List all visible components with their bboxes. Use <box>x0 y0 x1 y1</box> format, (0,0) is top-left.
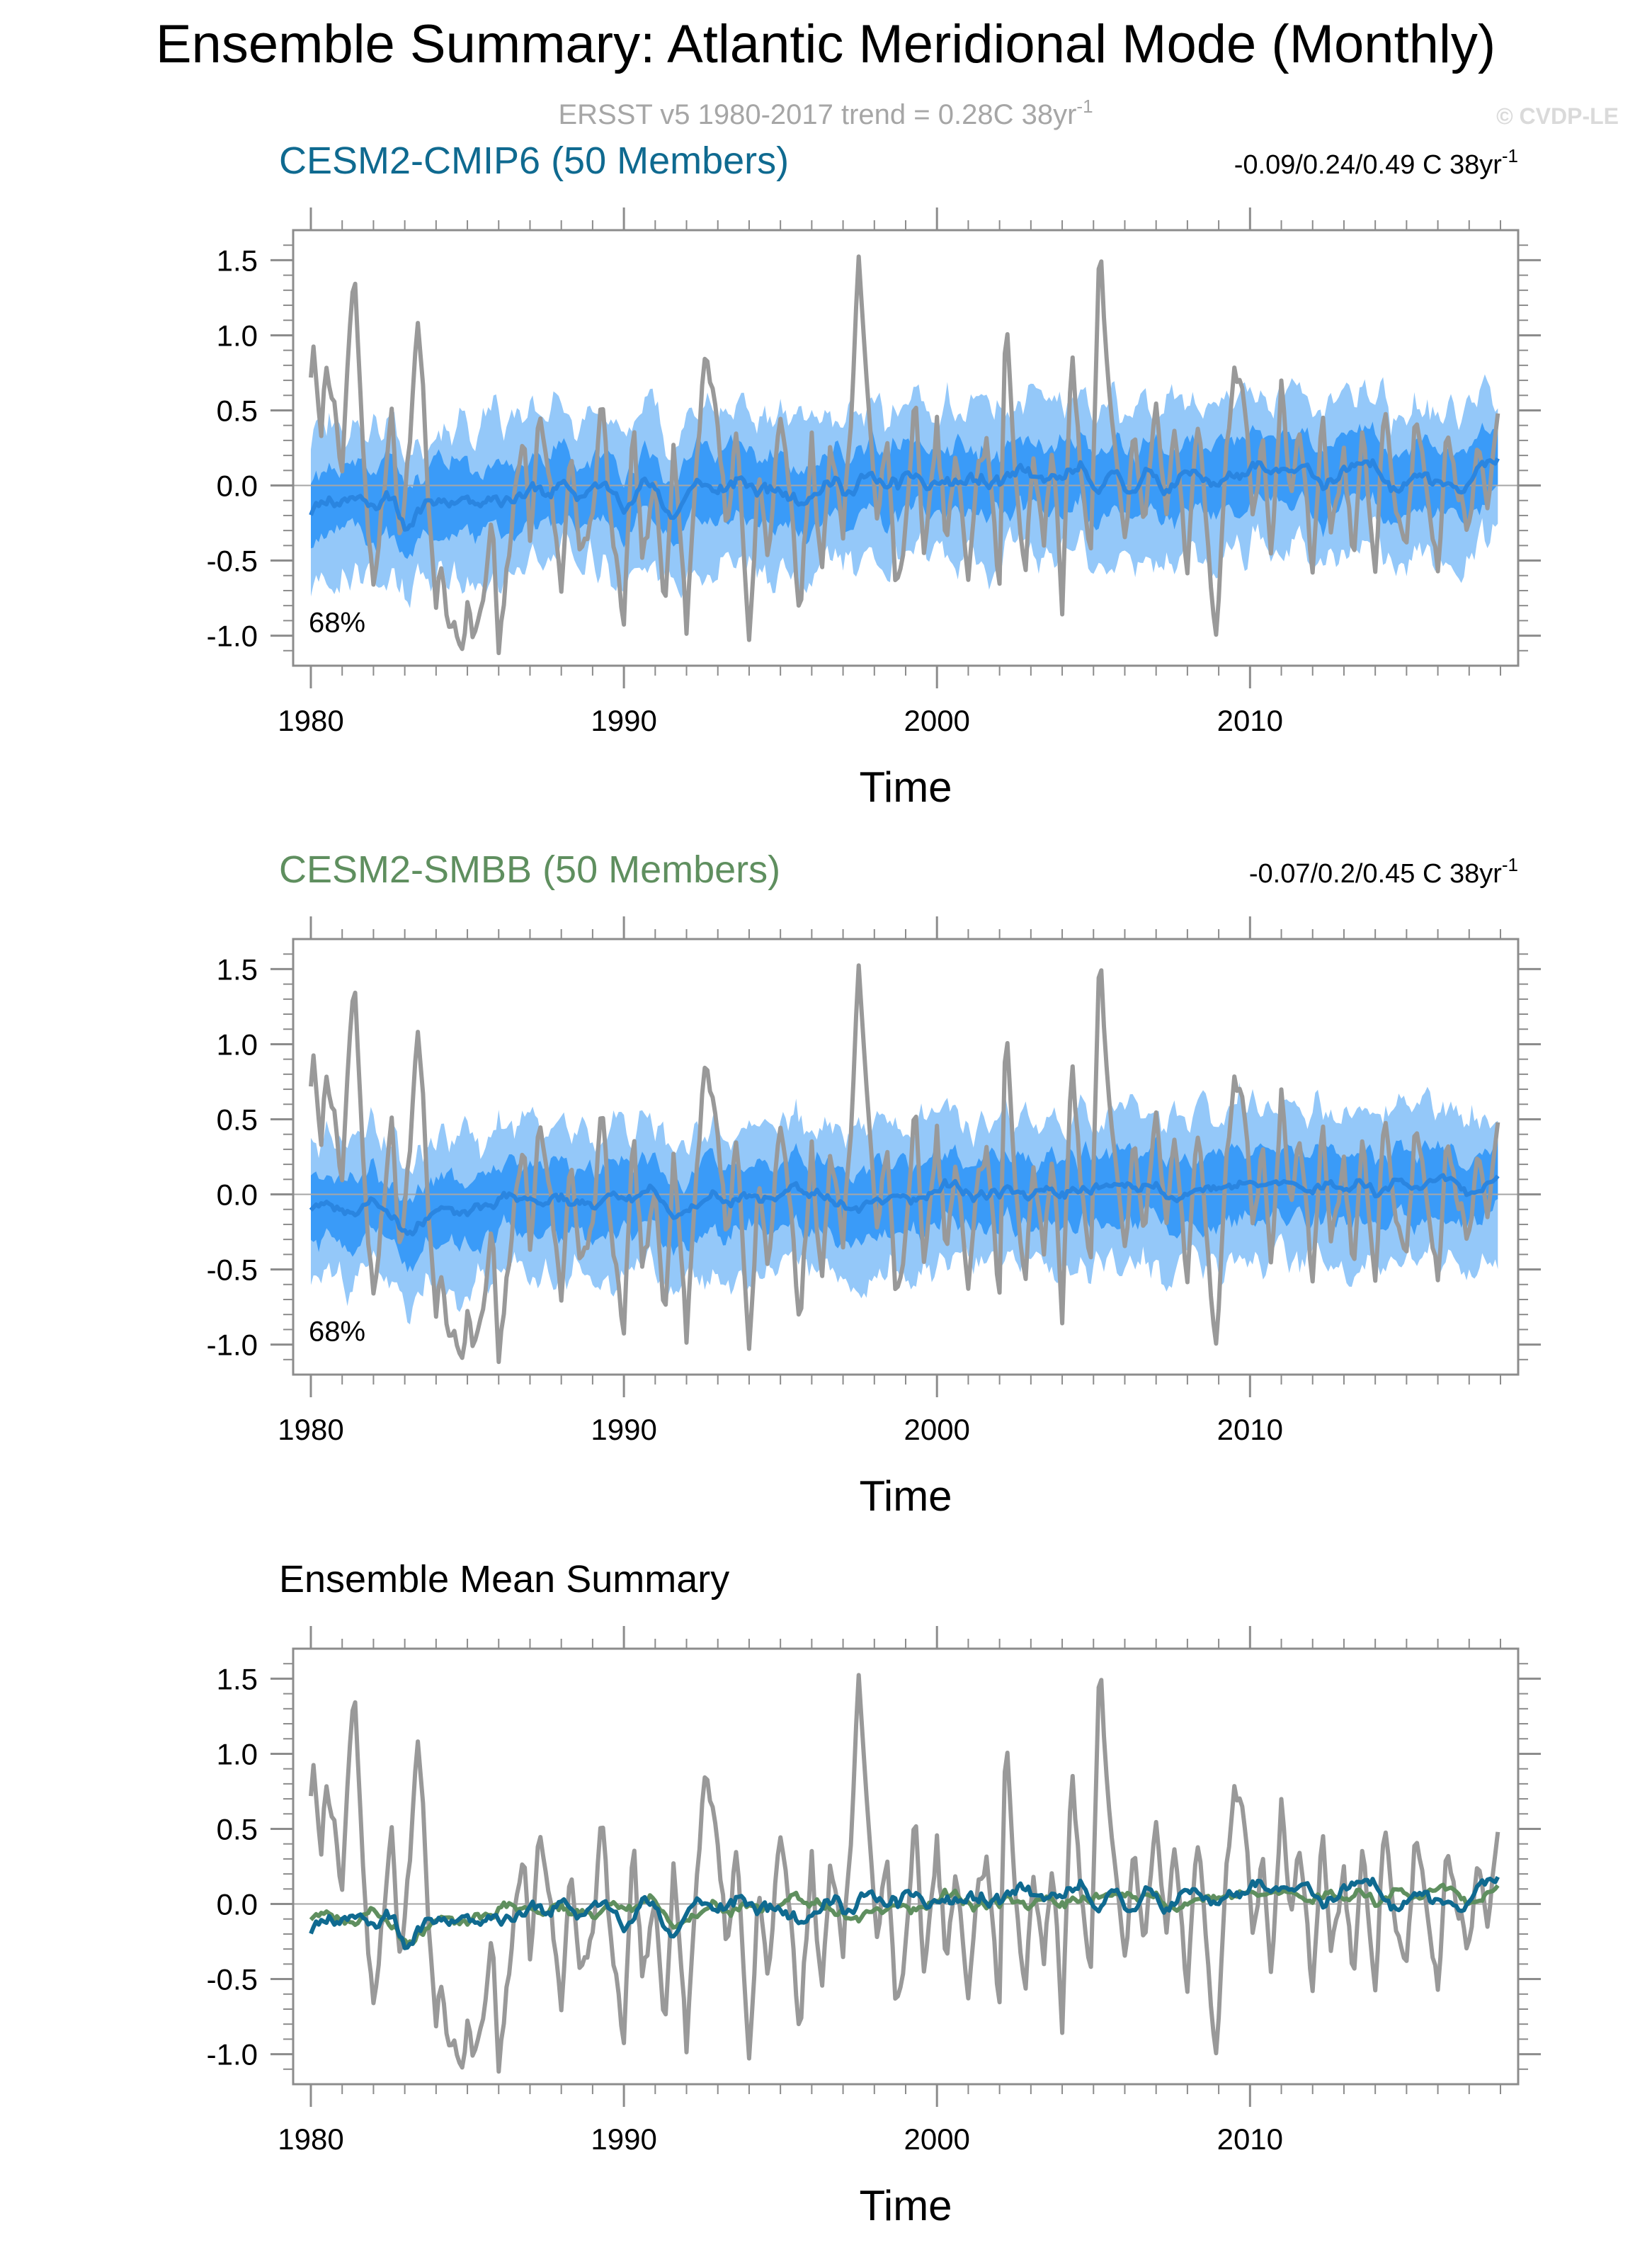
y-tick-label: 0.0 <box>217 470 258 503</box>
obs-trend-text: ERSST v5 1980-2017 trend = 0.28C 38yr <box>558 99 1076 130</box>
y-tick-label: 1.5 <box>217 953 258 986</box>
x-tick-label: 2000 <box>904 1413 969 1446</box>
obs-trend-subtitle: ERSST v5 1980-2017 trend = 0.28C 38yr-1 <box>558 96 1093 130</box>
figure-title: Ensemble Summary: Atlantic Meridional Mo… <box>156 14 1496 74</box>
x-tick-label: 2010 <box>1217 704 1283 737</box>
copyright-label: © CVDP-LE <box>1496 103 1619 129</box>
panel-cesm2-smbb: CESM2-SMBB (50 Members) -0.07/0.2/0.45 C … <box>207 848 1541 1520</box>
y-tick-label: 1.5 <box>217 1662 258 1695</box>
y-tick-label: -0.5 <box>207 1253 258 1287</box>
smbb-mean-line <box>309 1882 1500 1946</box>
y-tick-label: -0.5 <box>207 545 258 578</box>
ensemble-mean-line <box>309 457 1500 532</box>
trend-range-text: -0.09/0.24/0.49 C 38yr <box>1234 150 1502 180</box>
y-tick-label: 1.0 <box>217 319 258 352</box>
x-tick-label: 1990 <box>591 2122 656 2156</box>
x-tick-label: 2010 <box>1217 1413 1283 1446</box>
panel-cesm2-cmip6: CESM2-CMIP6 (50 Members) -0.09/0.24/0.49 … <box>207 140 1541 811</box>
x-axis-label: Time <box>859 1472 952 1520</box>
band-percent-label: 68% <box>309 608 365 639</box>
y-tick-label: 0.0 <box>217 1888 258 1921</box>
y-tick-label: 0.0 <box>217 1178 258 1212</box>
x-tick-label: 1980 <box>278 704 343 737</box>
y-tick-label: 0.5 <box>217 1103 258 1136</box>
y-tick-label: 1.5 <box>217 244 258 277</box>
observed-series-line <box>309 963 1500 1365</box>
trend-range-text: -0.07/0.2/0.45 C 38yr <box>1249 859 1502 889</box>
trend-range-superscript: -1 <box>1502 145 1518 166</box>
y-tick-label: 0.5 <box>217 1812 258 1846</box>
y-tick-label: -1.0 <box>207 2038 258 2071</box>
x-tick-label: 1980 <box>278 2122 343 2156</box>
ensemble-mean-line <box>309 1173 1500 1236</box>
x-tick-label: 1990 <box>591 1413 656 1446</box>
panel-title: CESM2-SMBB (50 Members) <box>279 848 780 891</box>
observed-series-line <box>309 254 1500 656</box>
trend-range-superscript: -1 <box>1502 854 1518 875</box>
x-axis-label: Time <box>859 763 952 811</box>
cmip6-mean-line <box>309 1875 1500 1950</box>
x-tick-label: 1980 <box>278 1413 343 1446</box>
y-tick-label: 0.5 <box>217 394 258 427</box>
observed-series-line <box>309 1673 1500 2074</box>
plot-frame <box>292 1647 1520 2086</box>
x-axis-label: Time <box>859 2182 952 2229</box>
obs-trend-superscript: -1 <box>1076 96 1093 117</box>
x-tick-label: 2010 <box>1217 2122 1283 2156</box>
x-tick-label: 1990 <box>591 704 656 737</box>
panel-title: CESM2-CMIP6 (50 Members) <box>279 140 789 182</box>
ensemble-trend-range: -0.07/0.2/0.45 C 38yr-1 <box>1249 854 1518 889</box>
ensemble-trend-range: -0.09/0.24/0.49 C 38yr-1 <box>1234 145 1518 180</box>
band-percent-label: 68% <box>309 1317 365 1348</box>
y-tick-label: -1.0 <box>207 620 258 653</box>
y-tick-label: 1.0 <box>217 1028 258 1061</box>
panel-title: Ensemble Mean Summary <box>279 1558 729 1601</box>
x-tick-label: 2000 <box>904 704 969 737</box>
y-tick-label: 1.0 <box>217 1737 258 1770</box>
panel-ensemble-mean-summary: Ensemble Mean Summary -1.0 -0.5 0.0 0.5 1.0 1.… <box>207 1558 1541 2229</box>
y-tick-label: -0.5 <box>207 1963 258 1996</box>
y-tick-label: -1.0 <box>207 1329 258 1362</box>
x-tick-label: 2000 <box>904 2122 969 2156</box>
